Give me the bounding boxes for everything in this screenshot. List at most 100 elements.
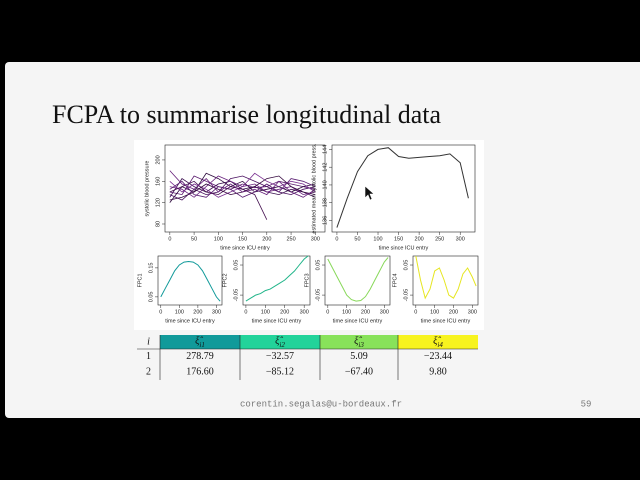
x-tick-label: 250 <box>435 236 444 242</box>
header-label: ξ̂i2 <box>275 336 285 348</box>
plot-frame <box>331 144 476 233</box>
data-line <box>169 170 316 198</box>
y-tick-label: 0.05 <box>403 260 409 271</box>
table-cell: 278.79 <box>186 351 214 362</box>
x-axis-label: time since ICU entry <box>333 318 383 324</box>
header-subscript: i3 <box>358 341 364 349</box>
data-line <box>336 147 469 228</box>
header-symbol: ξ̂ <box>195 336 203 347</box>
row-index: 1 <box>146 351 151 362</box>
x-tick-label: 100 <box>214 236 223 242</box>
plot-frame <box>157 255 223 306</box>
header-subscript: i1 <box>199 341 204 349</box>
x-axis-label: time since ICU entry <box>165 318 215 324</box>
table-cell: 9.80 <box>429 366 447 377</box>
y-axis-label: FPC2 <box>222 273 228 287</box>
y-tick-label: 144 <box>322 145 328 154</box>
x-axis-label: time since ICU entry <box>421 318 471 324</box>
header-symbol: ξ̂ <box>354 336 362 347</box>
y-tick-label: 120 <box>155 198 161 207</box>
x-tick-label: 300 <box>311 236 320 242</box>
x-tick-label: 150 <box>238 236 247 242</box>
data-line <box>169 175 316 196</box>
x-tick-label: 200 <box>280 309 289 315</box>
y-tick-label: 200 <box>155 155 161 164</box>
x-tick-label: 0 <box>244 309 247 315</box>
data-line <box>169 172 316 198</box>
x-tick-label: 50 <box>354 236 360 242</box>
y-tick-label: 142 <box>322 163 328 172</box>
x-tick-label: 250 <box>286 236 295 242</box>
x-tick-label: 100 <box>261 309 270 315</box>
x-tick-label: 300 <box>456 236 465 242</box>
y-axis-label: systolic blood pressure <box>144 161 150 217</box>
header-index: i <box>147 336 150 347</box>
x-axis-label: time since ICU entry <box>379 245 429 251</box>
x-tick-label: 0 <box>159 309 162 315</box>
y-axis-label: FPC1 <box>137 273 143 287</box>
table-cell: −32.57 <box>266 351 294 362</box>
figure-panel <box>134 140 484 330</box>
y-tick-label: -0.05 <box>315 289 321 302</box>
header-subscript: i2 <box>279 341 285 349</box>
data-line <box>169 178 316 198</box>
header-symbol: ξ̂ <box>275 336 283 347</box>
header-label: ξ̂i3 <box>354 336 364 348</box>
y-axis-label: FPC4 <box>392 273 398 287</box>
data-line <box>415 255 477 300</box>
x-tick-label: 300 <box>468 309 477 315</box>
page-number: 59 <box>581 399 592 409</box>
y-tick-label: -0.05 <box>403 289 409 302</box>
y-tick-label: 140 <box>322 180 328 189</box>
x-tick-label: 200 <box>193 309 202 315</box>
table-cell: 176.60 <box>186 366 214 377</box>
data-line <box>245 255 309 302</box>
y-tick-label: 0.05 <box>148 292 154 303</box>
slide-title: FCPA to summarise longitudinal data <box>52 100 442 129</box>
y-tick-label: 80 <box>155 221 161 227</box>
header-cell <box>160 335 240 349</box>
table-cell: −85.12 <box>266 366 294 377</box>
y-tick-label: -0.05 <box>233 289 239 302</box>
y-tick-label: 0.05 <box>315 260 321 271</box>
header-cell <box>320 335 398 349</box>
header-label: ξ̂i4 <box>433 336 443 348</box>
x-tick-label: 300 <box>212 309 221 315</box>
plot-frame <box>242 255 311 306</box>
header-label: ξ̂i1 <box>195 336 205 348</box>
plot-frame <box>164 144 326 233</box>
data-line <box>327 257 389 302</box>
x-axis-label: time since ICU entry <box>252 318 302 324</box>
data-line <box>160 260 221 302</box>
plot-frame <box>412 255 479 306</box>
y-axis-label: FPC3 <box>304 273 310 287</box>
x-tick-label: 100 <box>342 309 351 315</box>
x-tick-label: 200 <box>262 236 271 242</box>
x-tick-label: 100 <box>373 236 382 242</box>
data-line <box>169 180 268 220</box>
x-tick-label: 0 <box>168 236 171 242</box>
x-tick-label: 200 <box>415 236 424 242</box>
x-tick-label: 100 <box>175 309 184 315</box>
y-tick-label: 160 <box>155 177 161 186</box>
x-tick-label: 0 <box>414 309 417 315</box>
row-index: 2 <box>146 366 151 377</box>
x-tick-label: 0 <box>335 236 338 242</box>
footer: corentin.segalas@u-bordeaux.fr <box>240 399 402 409</box>
x-axis-label: time since ICU entry <box>220 245 270 251</box>
x-tick-label: 300 <box>380 309 389 315</box>
x-tick-label: 300 <box>300 309 309 315</box>
x-tick-label: 50 <box>191 236 197 242</box>
x-tick-label: 200 <box>361 309 370 315</box>
header-subscript: i4 <box>437 341 443 349</box>
x-tick-label: 150 <box>394 236 403 242</box>
table-cell: −23.44 <box>424 351 452 362</box>
table-cell: −67.40 <box>345 366 373 377</box>
mouse-cursor <box>364 185 375 201</box>
y-tick-label: 136 <box>322 216 328 225</box>
header-symbol: ξ̂ <box>433 336 441 347</box>
table-cell: 5.09 <box>350 351 368 362</box>
y-axis-label: estimated mean systolic blood press. <box>311 143 317 234</box>
